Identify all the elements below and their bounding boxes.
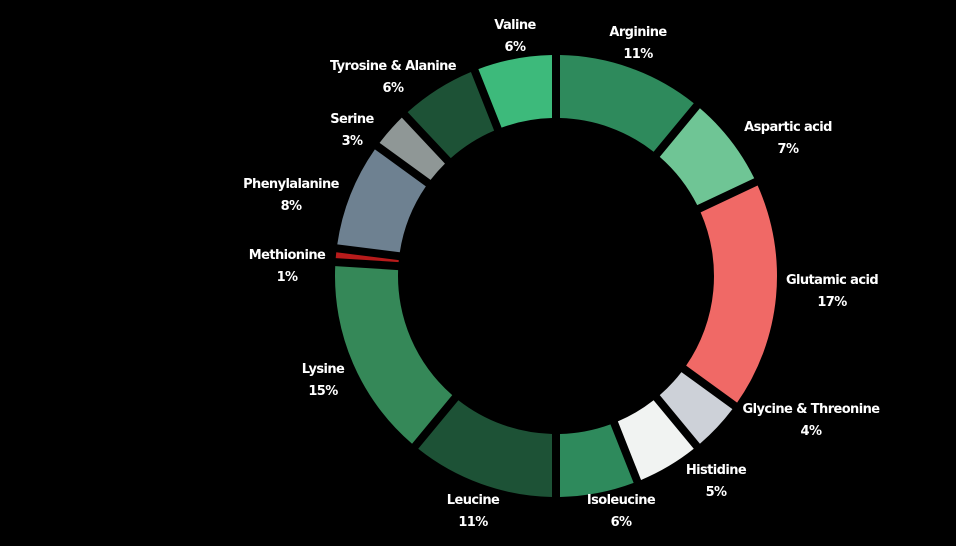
slice-label-name: Histidine [685,463,747,478]
slice-label: Glycine & Threonine 4% [743,399,880,443]
slice-label-value: 1% [276,270,298,285]
slice-label: Tyrosine & Alanine 6% [329,56,457,100]
slice-label-value: 5% [705,485,727,500]
slice-leucine [418,400,553,497]
slice-label-value: 6% [382,81,404,96]
slice-serine [379,117,445,180]
slice-glycine-threonine [659,372,733,444]
slice-arginine [559,55,694,152]
slice-label-name: Methionine [248,248,326,263]
slice-label-name: Glycine & Threonine [742,402,880,417]
slice-label-name: Leucine [446,493,500,508]
slice-label-value: 6% [610,515,632,530]
slice-label-name: Tyrosine & Alanine [329,59,457,74]
slice-label-value: 4% [800,424,822,439]
slice-label-value: 17% [817,295,847,310]
slice-label-value: 7% [777,142,799,157]
slice-label: Isoleucine 6% [586,490,656,534]
slice-aspartic-acid [659,108,755,206]
slice-label-value: 8% [280,199,302,214]
slice-valine [478,55,553,128]
slice-label-name: Valine [494,18,536,33]
slice-isoleucine [559,424,634,497]
slice-label-value: 11% [623,47,653,62]
slice-label-value: 6% [504,40,526,55]
slice-label: Phenylalanine 8% [243,174,339,218]
slice-label: Valine 6% [494,15,536,59]
slice-methionine [335,252,399,263]
slice-label: Leucine 11% [446,490,500,534]
slice-label-name: Lysine [301,362,345,377]
slice-label-value: 3% [341,134,363,149]
slice-lysine [334,266,453,444]
slice-label: Aspartic acid 7% [744,117,832,161]
slice-label-name: Isoleucine [586,493,656,508]
slice-label: Methionine 1% [248,245,326,289]
slice-phenylalanine [337,149,426,253]
slice-label: Serine 3% [330,109,374,153]
slice-glutamic-acid [686,185,777,403]
slice-tyrosine-alanine [407,72,495,159]
slice-label-name: Serine [330,112,374,127]
slice-histidine [617,400,694,480]
slice-label-name: Phenylalanine [243,177,339,192]
slice-label-value: 15% [308,384,338,399]
slice-label-name: Arginine [609,25,667,40]
slice-label-name: Glutamic acid [785,273,879,288]
slice-label-name: Aspartic acid [744,120,832,135]
slice-label: Lysine 15% [302,359,345,403]
slice-label: Arginine 11% [609,22,667,66]
slice-label: Histidine 5% [685,460,747,504]
slice-label-value: 11% [458,515,488,530]
slice-label: Glutamic acid 17% [785,270,879,314]
